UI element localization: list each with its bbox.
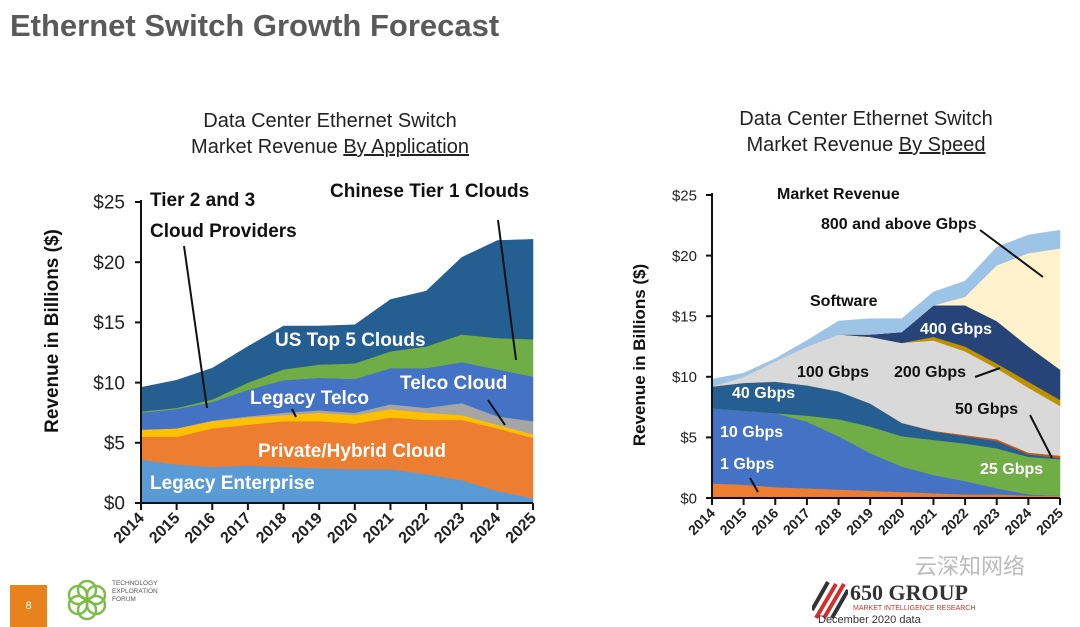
label-legacy-telco: Legacy Telco [250,388,369,409]
right-chart-title: Data Center Ethernet Switch Market Reven… [716,106,1016,158]
left-y-tick-label: $25 [93,193,125,214]
annotation-pointers [183,219,1053,493]
left-x-tick-label: 2022 [396,510,433,547]
label-40g: 40 Gbps [732,385,796,402]
right-x-tick-label: 2018 [811,505,844,538]
tef-logo-text: TECHNOLOGY EXPLORATION FORUM [112,580,158,603]
label-1g: 1 Gbps [720,456,775,473]
page-number: 8 [10,585,47,627]
label-market-revenue: Market Revenue [777,186,900,203]
tef-logo-icon [67,579,107,621]
label-tier23-line2: Cloud Providers [150,221,297,242]
data-date-note: December 2020 data [818,614,921,626]
left-chart-title-line1: Data Center Ethernet Switch [203,110,457,132]
right-x-tick-label: 2014 [685,505,718,538]
pointer-telco-cloud [487,399,506,426]
pointer-1g [749,477,759,493]
left-chart-title: Data Center Ethernet Switch Market Reven… [180,108,480,160]
left-chart: $0 $5 $10 $15 $20 $25 201420152016201720182019… [93,193,540,547]
right-chart-title-line1: Data Center Ethernet Switch [739,108,993,130]
left-x-tick-label: 2017 [218,510,255,547]
left-y-tick-label: $15 [93,313,125,334]
right-x-tick-label: 2021 [906,505,939,538]
pointer-200g [974,367,1001,378]
label-800g: 800 and above Gbps [821,216,977,233]
right-x-tick-label: 2017 [780,505,813,538]
label-10g: 10 Gbps [720,424,784,441]
right-y-tick-label: $25 [672,187,697,204]
left-title-prefix: Market Revenue [191,136,344,158]
right-title-underlined: By Speed [898,134,986,156]
right-x-tick-label: 2025 [1033,505,1066,538]
left-x-tick-label: 2024 [467,510,504,547]
right-x-tick-label: 2024 [1001,505,1034,538]
left-x-tick-label: 2020 [324,510,361,547]
label-private-hybrid: Private/Hybrid Cloud [258,441,446,462]
pointer-50g [1029,414,1053,459]
label-software: Software [810,293,878,310]
left-x-tick-label: 2016 [182,510,219,547]
left-chart-title-line2: Market Revenue By Application [180,134,480,160]
right-y-tick-label: $5 [680,430,697,447]
right-x-tick-label: 2016 [748,505,781,538]
left-y-tick-label: $10 [93,373,125,394]
650-group-tagline: MARKET INTELLIGENCE RESEARCH [853,605,976,612]
pointer-800g [979,229,1044,278]
left-x-tick-label: 2015 [146,510,183,547]
pointer-tier23 [183,245,208,409]
left-area-us-top-5-clouds [140,239,534,412]
left-y-tick-label: $5 [104,433,125,454]
right-x-tick-label: 2022 [938,505,971,538]
left-x-tick-label: 2019 [289,510,326,547]
label-400g: 400 Gbps [920,321,993,338]
right-x-tick-label: 2015 [716,505,749,538]
650-group-logo-icon [812,581,848,620]
right-area-software [711,229,1061,387]
right-x-tick-label: 2023 [970,505,1003,538]
right-y-tick-label: $0 [680,490,697,507]
right-x-tick-label: 2020 [875,505,908,538]
label-25g: 25 Gbps [980,461,1044,478]
label-tier23-line1: Tier 2 and 3 [150,190,256,211]
right-chart: $0 $5 $10 $15 $20 $25 201420152016201720182019… [672,187,1066,538]
pointer-legacy-telco [291,408,297,418]
left-x-tick-label: 2014 [111,510,148,547]
label-50g: 50 Gbps [955,401,1019,418]
left-title-underlined: By Application [343,136,469,158]
label-200g: 200 Gbps [894,364,967,381]
right-title-prefix: Market Revenue [746,134,899,156]
left-y-tick-label: $0 [104,494,125,515]
label-chinese-tier1: Chinese Tier 1 Clouds [330,181,530,202]
label-legacy-enterprise: Legacy Enterprise [150,473,315,494]
left-x-tick-label: 2023 [431,510,468,547]
left-x-tick-label: 2021 [360,510,397,547]
watermark: 云深知网络 [915,554,1026,579]
left-x-tick-label: 2018 [253,510,290,547]
left-x-tick-label: 2025 [503,510,540,547]
label-100g: 100 Gbps [797,364,870,381]
right-y-tick-label: $15 [672,308,697,325]
label-us-top5: US Top 5 Clouds [275,330,426,351]
650-group-logo-text: 650 GROUP [850,580,968,605]
right-y-tick-label: $20 [672,248,697,265]
slide-title: Ethernet Switch Growth Forecast [10,8,500,43]
pointer-chinese [497,219,517,361]
label-telco-cloud: Telco Cloud [400,373,508,394]
right-y-tick-label: $10 [672,369,697,386]
right-chart-title-line2: Market Revenue By Speed [716,132,1016,158]
left-y-tick-label: $20 [93,253,125,274]
right-x-tick-label: 2019 [843,505,876,538]
